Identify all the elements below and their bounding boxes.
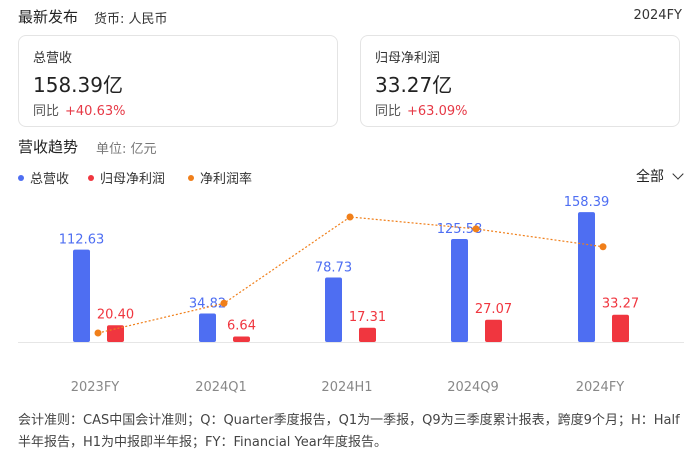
header: 最新发布 货币: 人民币 2024FY: [18, 6, 682, 28]
data-label-net-profit: 20.40: [97, 307, 134, 322]
range-filter-dropdown[interactable]: 全部: [636, 166, 684, 186]
legend-label: 归母净利润: [100, 172, 166, 187]
card-label: 总营收: [33, 51, 73, 66]
legend-dot: [18, 175, 24, 181]
currency-label: 货币: 人民币: [94, 12, 168, 27]
point-margin: [346, 213, 354, 221]
legend-item-revenue[interactable]: 总营收: [18, 168, 69, 187]
bar-net-profit: [359, 327, 376, 342]
legend-dot: [88, 175, 94, 181]
bar-revenue: [451, 239, 468, 342]
net-profit-card[interactable]: 归母净利润 33.27亿 同比 +63.09%: [360, 35, 680, 127]
point-margin: [472, 225, 480, 233]
filter-label: 全部: [636, 169, 664, 185]
period-label: 2024FY: [633, 8, 682, 23]
bar-revenue: [73, 249, 90, 342]
trend-title: 营收趋势: [18, 138, 79, 156]
data-label-net-profit: 17.31: [349, 310, 386, 325]
revenue-trend-chart: 112.63 20.40 2023FY 34.826.64 2024Q1 78.73 17.…: [18, 195, 684, 395]
legend-dot: [188, 175, 194, 181]
x-tick-label: 2024H1: [321, 380, 372, 395]
footnote: 会计准则：CAS中国会计准则；Q：Quarter季度报告，Q1为一季报，Q9为三…: [18, 413, 680, 450]
bar-revenue: [578, 212, 595, 342]
card-value: 158.39亿: [33, 73, 123, 97]
bar-revenue: [325, 277, 342, 342]
data-label-revenue: 112.63: [59, 233, 105, 248]
bar-net-profit: [233, 336, 250, 342]
yoy-label: 同比: [375, 104, 402, 119]
point-margin: [94, 329, 102, 337]
yoy-label: 同比: [33, 104, 60, 119]
data-label-net-profit: 33.27: [602, 297, 639, 312]
bar-net-profit: [485, 319, 502, 342]
yoy-value: +63.09%: [407, 104, 468, 119]
data-label-net-profit: 6.64: [227, 319, 256, 334]
legend-item-net-profit[interactable]: 归母净利润: [88, 168, 165, 187]
legend-item-margin[interactable]: 净利润率: [188, 168, 252, 187]
card-value: 33.27亿: [375, 73, 453, 97]
data-label-revenue: 34.82: [189, 296, 226, 311]
bar-net-profit: [612, 314, 629, 342]
legend-label: 净利润率: [200, 172, 253, 187]
revenue-card[interactable]: 总营收 158.39亿 同比 +40.63%: [18, 35, 338, 127]
card-label: 归母净利润: [375, 51, 441, 66]
yoy-value: +40.63%: [65, 104, 126, 119]
data-label-revenue: 78.73: [315, 260, 352, 275]
card-yoy: 同比 +40.63%: [33, 100, 125, 119]
trend-unit: 单位: 亿元: [96, 142, 157, 157]
x-tick-label: 2024FY: [576, 380, 625, 395]
legend-label: 总营收: [30, 172, 70, 187]
section-title: 最新发布: [18, 8, 79, 26]
x-tick-label: 2024Q1: [195, 380, 247, 395]
x-tick-label: 2023FY: [71, 380, 120, 395]
card-yoy: 同比 +63.09%: [375, 100, 467, 119]
point-margin: [599, 243, 607, 251]
data-label-revenue: 158.39: [564, 195, 610, 210]
data-label-net-profit: 27.07: [475, 302, 512, 317]
point-margin: [220, 299, 228, 307]
x-tick-label: 2024Q9: [447, 380, 499, 395]
bar-revenue: [199, 313, 216, 342]
chevron-down-icon: [672, 168, 684, 180]
